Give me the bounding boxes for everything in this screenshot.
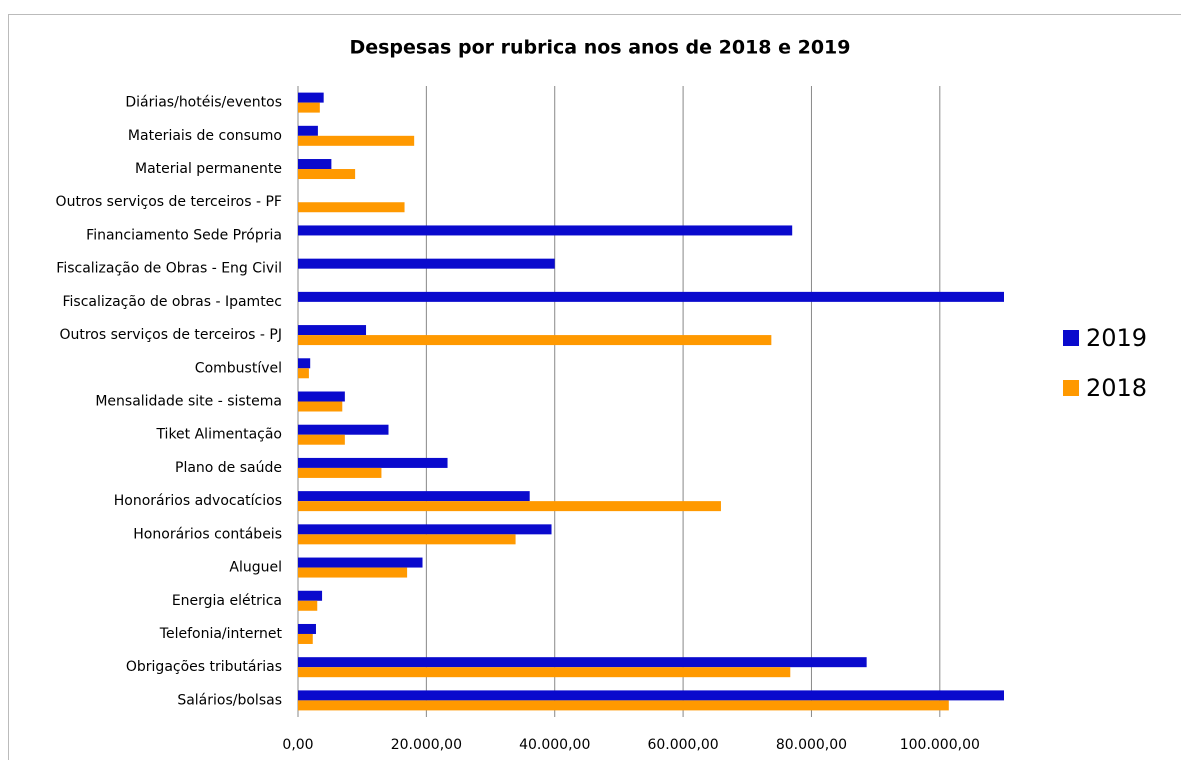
bar	[298, 135, 415, 146]
bar	[298, 633, 313, 644]
bar	[298, 600, 318, 611]
y-tick-label: Plano de saúde	[175, 460, 282, 476]
bar	[298, 102, 320, 113]
bar	[298, 291, 1004, 302]
bar	[298, 125, 318, 136]
bar	[298, 391, 345, 402]
bar	[298, 557, 423, 568]
y-tick-label: Fiscalização de obras - Ipamtec	[62, 294, 282, 310]
y-tick-label: Outros serviços de terceiros - PJ	[59, 327, 282, 343]
bar	[298, 657, 867, 668]
x-tick-label: 100.000,00	[900, 737, 980, 753]
bar	[298, 92, 324, 103]
y-tick-label: Materiais de consumo	[128, 128, 282, 144]
bar	[298, 401, 343, 412]
bar	[298, 690, 1004, 701]
y-tick-label: Salários/bolsas	[177, 692, 282, 708]
bar	[298, 467, 382, 478]
bar	[298, 358, 311, 369]
y-tick-label: Tiket Alimentação	[155, 427, 282, 443]
x-tick-label: 20.000,00	[391, 737, 462, 753]
legend-swatch	[1063, 380, 1079, 396]
bar	[298, 491, 530, 502]
y-tick-label: Obrigações tributárias	[126, 659, 282, 675]
bar	[298, 534, 516, 545]
legend-label: 2018	[1086, 374, 1147, 402]
bar	[298, 159, 332, 170]
legend-swatch	[1063, 330, 1079, 346]
y-tick-label: Combustível	[195, 360, 282, 376]
bar	[298, 524, 552, 535]
chart-border	[8, 14, 1181, 760]
bar	[298, 258, 555, 269]
bar	[298, 567, 408, 578]
bar	[298, 700, 949, 711]
bar	[298, 501, 721, 512]
bar	[298, 590, 323, 601]
bar	[298, 434, 345, 445]
y-tick-label: Financiamento Sede Própria	[86, 227, 282, 243]
bar	[298, 169, 356, 180]
bar	[298, 225, 793, 236]
x-tick-label: 60.000,00	[647, 737, 718, 753]
y-tick-label: Aluguel	[229, 560, 282, 576]
bar	[298, 667, 791, 678]
y-tick-label: Material permanente	[135, 161, 282, 177]
y-tick-label: Outros serviços de terceiros - PF	[56, 194, 282, 210]
bar	[298, 457, 448, 468]
y-tick-label: Mensalidade site - sistema	[95, 394, 282, 410]
bar	[298, 623, 316, 634]
y-tick-label: Energia elétrica	[172, 593, 282, 609]
y-tick-label: Diárias/hotéis/eventos	[125, 95, 282, 111]
bar	[298, 424, 389, 435]
chart-title: Despesas por rubrica nos anos de 2018 e …	[349, 37, 850, 59]
y-tick-label: Telefonia/internet	[159, 626, 283, 642]
y-tick-label: Honorários contábeis	[133, 526, 282, 542]
legend-label: 2019	[1086, 324, 1147, 352]
bar	[298, 202, 405, 213]
x-tick-label: 0,00	[282, 737, 313, 753]
x-tick-label: 80.000,00	[776, 737, 847, 753]
x-tick-label: 40.000,00	[519, 737, 590, 753]
bar	[298, 325, 367, 336]
y-tick-label: Fiscalização de Obras - Eng Civil	[56, 261, 282, 277]
y-tick-label: Honorários advocatícios	[114, 493, 282, 509]
bar	[298, 368, 309, 379]
bar	[298, 335, 772, 346]
